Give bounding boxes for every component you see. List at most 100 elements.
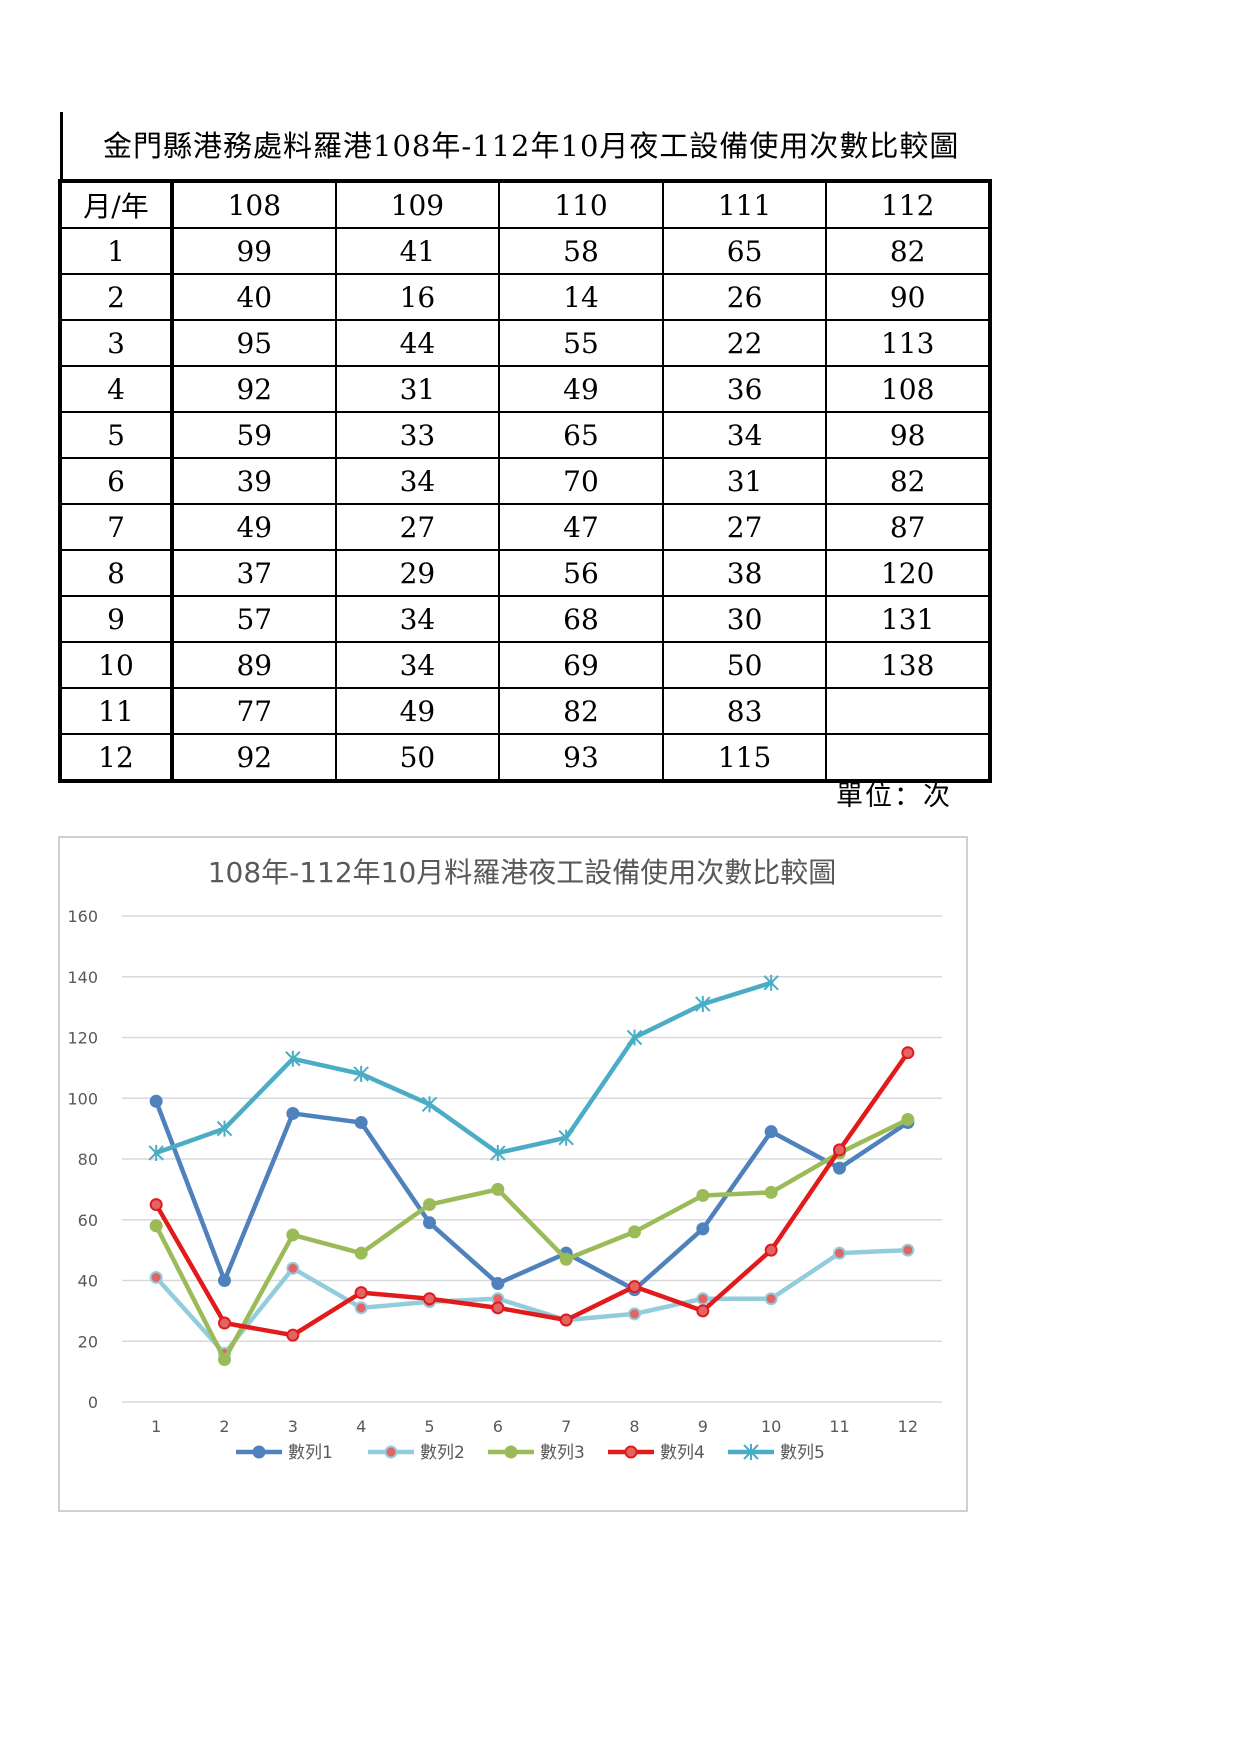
value-cell: 50 [661,641,828,689]
value-cell: 83 [661,687,828,735]
value-cell: 82 [498,687,664,735]
series-4-point [423,1292,436,1306]
value-cell: 87 [825,503,992,551]
table-header-cell: 111 [661,179,828,229]
x-tick-label: 8 [629,1417,639,1436]
value-cell: 98 [825,411,992,459]
table-header-row: 月/年 108 109 110 111 112 [58,179,992,229]
table-header-cell: 月/年 [58,179,174,229]
x-tick-label: 11 [829,1417,849,1436]
value-cell: 16 [334,273,501,321]
line-chart: 108年-112年10月料羅港夜工設備使用次數比較圖 0 20 40 60 80 100 12… [58,836,968,1512]
series-4-point [901,1046,915,1060]
value-cell: 58 [498,227,664,275]
legend-marker [252,1445,266,1459]
table-row: 5 59 33 65 34 98 [58,411,992,459]
series-2-point [901,1243,915,1257]
month-cell: 5 [58,411,174,459]
value-cell: 47 [498,503,664,551]
series-3-point [218,1352,231,1366]
unit-label: 單位：次 [836,781,952,812]
table-header-cell: 108 [171,179,337,229]
value-cell: 77 [171,687,337,735]
value-cell: 31 [661,457,828,505]
value-cell: 34 [334,641,501,689]
value-cell: 49 [498,365,664,413]
chart-canvas: 108年-112年10月料羅港夜工設備使用次數比較圖02040608010012… [67,856,942,1463]
legend-label: 數列4 [660,1443,705,1463]
series-4-point [286,1328,300,1342]
value-cell: 89 [171,641,337,689]
value-cell: 131 [825,595,992,643]
month-cell: 6 [58,457,174,505]
month-cell: 12 [58,733,174,783]
value-cell: 38 [661,549,828,597]
y-tick-label: 20 [78,1332,98,1351]
table-row: 8 37 29 56 38 120 [58,549,992,597]
value-cell: 95 [171,319,337,367]
x-tick-label: 10 [761,1417,781,1436]
y-tick-label: 140 [67,968,98,987]
legend-label: 數列5 [780,1443,825,1463]
month-cell: 10 [58,641,174,689]
x-tick-label: 3 [288,1417,298,1436]
table-body: 1 99 41 58 65 82 2 40 16 14 26 90 3 95 44 55 22 113 4 92 31 4… [58,227,992,783]
series-4-point [833,1143,846,1157]
series-3-point [149,1219,163,1233]
value-cell: 14 [498,273,664,321]
document-title: 金門縣港務處料羅港108年-112年10月夜工設備使用次數比較圖 [60,112,990,180]
series-4-point [491,1301,505,1315]
month-cell: 8 [58,549,174,597]
series-4-point [149,1198,163,1212]
value-cell [825,733,992,783]
series-1-point [491,1277,505,1291]
value-cell: 36 [661,365,828,413]
value-cell: 92 [171,733,337,783]
table-row: 12 92 50 93 115 [58,733,992,783]
x-tick-label: 5 [424,1417,434,1436]
table-row: 9 57 34 68 30 131 [58,595,992,643]
value-cell: 39 [171,457,337,505]
value-cell: 49 [171,503,337,551]
y-tick-label: 80 [78,1150,98,1169]
x-tick-label: 12 [898,1417,918,1436]
series-1-point [354,1116,368,1130]
value-cell: 92 [171,365,337,413]
x-tick-label: 6 [493,1417,503,1436]
y-tick-label: 0 [88,1393,98,1412]
series-3-point [491,1182,505,1196]
series-1-line [153,1099,911,1292]
series-2-point [833,1246,846,1260]
value-cell: 56 [498,549,664,597]
value-cell: 93 [498,733,664,783]
table-row: 2 40 16 14 26 90 [58,273,992,321]
table-row: 6 39 34 70 31 82 [58,457,992,505]
value-cell: 69 [498,641,664,689]
month-cell: 9 [58,595,174,643]
value-cell: 65 [498,411,664,459]
chart-title: 108年-112年10月料羅港夜工設備使用次數比較圖 [208,856,837,889]
table-header-cell: 110 [498,179,664,229]
usage-table: 月/年 108 109 110 111 112 1 99 41 58 65 82 2 40 16… [58,179,992,783]
value-cell: 59 [171,411,337,459]
value-cell [825,687,992,735]
value-cell: 33 [334,411,501,459]
series-3-point [628,1225,641,1239]
table-row: 10 89 34 69 50 138 [58,641,992,689]
series-3-point [423,1198,436,1212]
x-tick-label: 4 [356,1417,366,1436]
x-tick-label: 1 [151,1417,161,1436]
value-cell: 26 [661,273,828,321]
value-cell: 82 [825,457,992,505]
series-1-point [833,1161,846,1175]
value-cell: 113 [825,319,992,367]
legend-marker [624,1445,638,1459]
series-1-point [149,1094,163,1108]
value-cell: 90 [825,273,992,321]
series-1-point [286,1106,300,1120]
month-cell: 7 [58,503,174,551]
series-3-point [764,1185,778,1199]
table-header-cell: 112 [825,179,992,229]
series-2-point [149,1270,163,1284]
value-cell: 44 [334,319,501,367]
